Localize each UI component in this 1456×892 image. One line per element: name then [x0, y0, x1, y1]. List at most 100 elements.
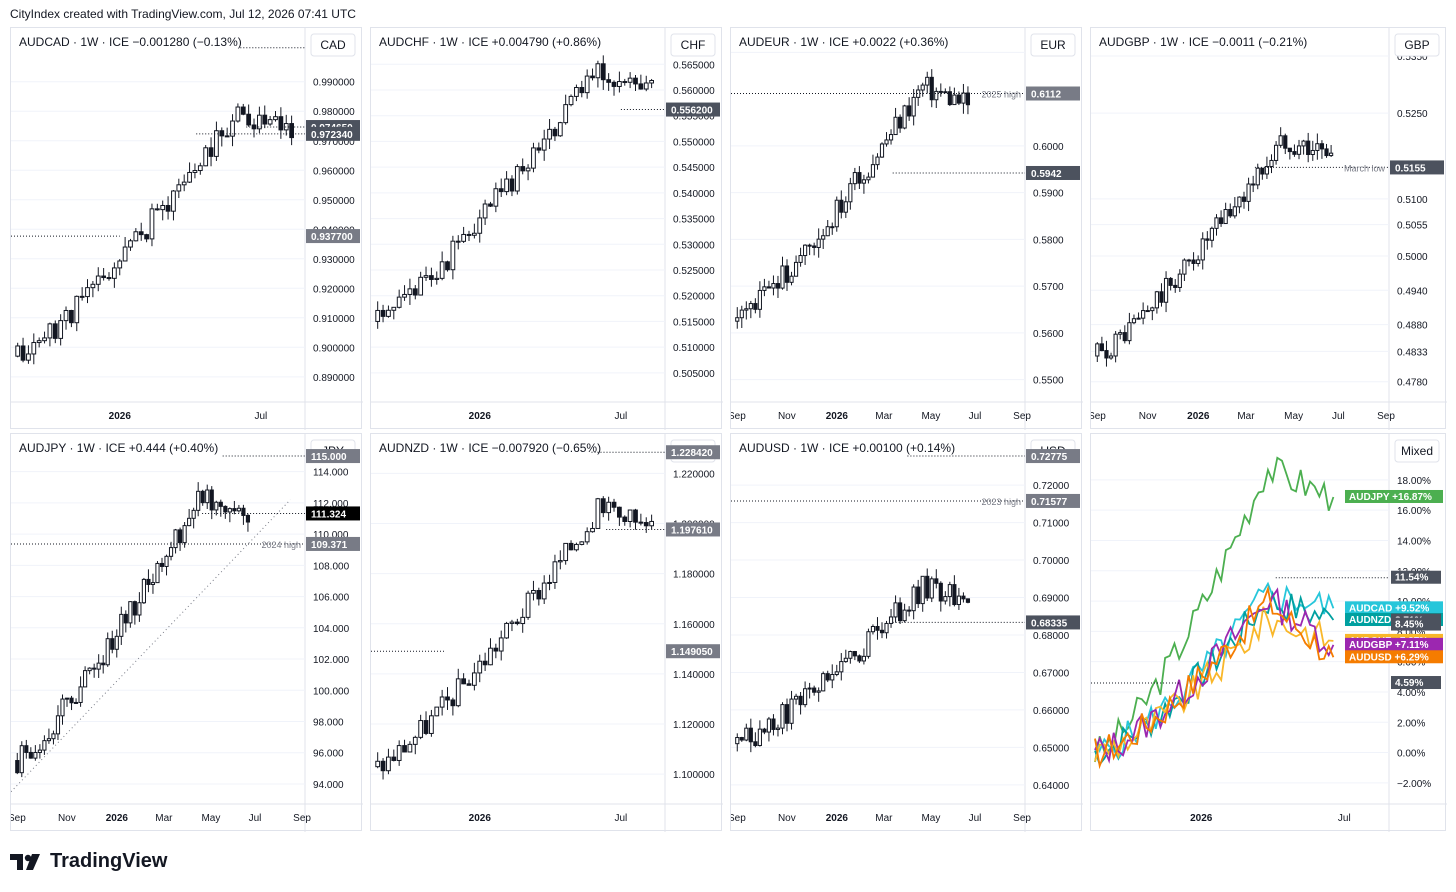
candle-body — [236, 507, 241, 512]
level-price-label-bg — [1026, 86, 1080, 101]
candle-body — [1264, 166, 1270, 175]
candle-body — [1214, 217, 1219, 229]
x-tick-label: Sep — [1013, 411, 1031, 422]
candle-body — [793, 261, 799, 277]
candle-body — [1301, 140, 1306, 147]
candle-body — [155, 562, 160, 584]
chart-panel-audchf[interactable]: 0.505000 0.510000 0.515000 0.520000 0.525000… — [370, 27, 723, 430]
candle-body — [1329, 152, 1334, 157]
candle-body — [1310, 149, 1315, 156]
candle-body — [775, 727, 781, 730]
y-tick-label: 8.00% — [1397, 627, 1425, 638]
candle-body — [402, 745, 407, 753]
candle-body — [396, 296, 402, 308]
candle-body — [739, 309, 744, 319]
candle-body — [173, 529, 178, 549]
chart-panel-audusd[interactable]: 0.64000 0.65000 0.66000 0.67000 0.68000 0.690… — [730, 433, 1083, 832]
candle-body — [51, 733, 56, 740]
x-tick-label: Jul — [969, 411, 982, 422]
chart-svg-audeur: 0.55000.56000.57000.58000.59000.60000.62… — [731, 28, 1083, 430]
y-tick-label: 110.000 — [313, 530, 349, 541]
y-tick-label: 0.64000 — [1033, 781, 1070, 792]
level-annotation: March low — [1344, 163, 1386, 173]
x-tick-label: Nov — [778, 411, 796, 422]
tradingview-logo-text: TradingView — [50, 850, 168, 872]
chart-svg-audjpy: 94.000 96.000 98.000 100.000 102.000 104.000 1… — [11, 434, 363, 832]
candle-body — [780, 265, 785, 289]
currency-label: GBP — [1404, 38, 1429, 52]
candle-body — [600, 498, 606, 514]
candle-body — [579, 541, 585, 545]
candle-body — [821, 673, 826, 692]
candle-body — [209, 489, 214, 511]
candle-body — [622, 516, 628, 522]
y-tick-label: 0.540000 — [673, 189, 715, 200]
x-tick-label: 2026 — [826, 813, 849, 824]
candle-body — [780, 704, 785, 729]
candle-body — [547, 581, 552, 584]
candle-body — [122, 246, 128, 262]
chart-panel-audjpy[interactable]: 94.000 96.000 98.000 100.000 102.000 104.000 1… — [10, 433, 363, 832]
candle-body — [649, 520, 654, 527]
candle-body — [218, 501, 223, 507]
tradingview-logo[interactable]: TradingView — [10, 850, 167, 873]
y-tick-label: 0.69000 — [1033, 594, 1070, 605]
candle-body — [445, 696, 450, 701]
level-price-label: 111.324 — [311, 509, 346, 520]
candle-body — [1287, 147, 1292, 153]
candle-body — [26, 353, 31, 361]
candle-body — [789, 698, 794, 724]
candle-body — [182, 525, 187, 544]
candle-body — [965, 598, 971, 603]
value-label: 8.45% — [1395, 620, 1423, 631]
x-tick-label: May — [201, 813, 220, 824]
candle-body — [1108, 355, 1114, 359]
candle-body — [830, 226, 835, 229]
candle-body — [1113, 333, 1118, 357]
chart-panel-audeur[interactable]: 0.55000.56000.57000.58000.59000.60000.62… — [730, 27, 1083, 430]
candle-body — [105, 638, 110, 666]
chart-panel-audcad[interactable]: 0.890000 0.900000 0.910000 0.920000 0.930000… — [10, 27, 363, 430]
candle-body — [375, 760, 381, 768]
currency-label: Mixed — [1401, 444, 1433, 458]
candle-body — [1306, 140, 1311, 156]
candle-body — [52, 323, 58, 339]
chart-panel-audgbp[interactable]: 0.4780 0.4833 0.4880 0.4940 0.5000 0.5055 0.51… — [1090, 27, 1447, 430]
candle-body — [187, 171, 192, 183]
candle-body — [961, 595, 966, 600]
y-tick-label: −2.00% — [1397, 779, 1431, 790]
candle-body — [947, 91, 952, 106]
candle-body — [848, 183, 853, 203]
candle-body — [568, 95, 574, 106]
level-price-label-bg — [306, 229, 360, 244]
y-tick-label: 0.66000 — [1033, 706, 1070, 717]
candle-body — [584, 75, 590, 94]
candle-body — [232, 508, 237, 512]
candle-body — [870, 164, 876, 178]
candle-body — [875, 625, 880, 631]
candle-body — [744, 308, 749, 311]
candle-body — [159, 562, 165, 567]
x-tick-label: Mar — [875, 411, 893, 422]
level-price-label: 109.371 — [311, 540, 348, 551]
candle-body — [119, 613, 124, 637]
y-tick-label: 0.505000 — [673, 369, 715, 380]
candle-body — [1154, 291, 1159, 309]
candle-body — [595, 63, 601, 79]
x-tick-label: Jul — [1332, 411, 1345, 422]
candle-body — [407, 743, 413, 753]
candle-body — [128, 601, 133, 624]
candle-body — [455, 678, 461, 707]
candle-body — [793, 695, 799, 700]
candle-body — [241, 507, 246, 516]
level-price-label-bg — [1026, 449, 1080, 464]
candle-body — [423, 720, 429, 734]
candle-body — [19, 745, 24, 774]
chart-panel-mixed[interactable]: −2.00%0.00%2.00%4.00%6.00%8.00%10.00%12.… — [1090, 433, 1447, 832]
candle-body — [893, 602, 898, 618]
level-price-label-bg — [666, 644, 720, 659]
chart-panel-audnzd[interactable]: 1.100000 1.120000 1.140000 1.160000 1.180000… — [370, 433, 723, 832]
candle-body — [762, 728, 767, 733]
candle-body — [509, 178, 515, 192]
x-tick-label: Mar — [875, 813, 893, 824]
